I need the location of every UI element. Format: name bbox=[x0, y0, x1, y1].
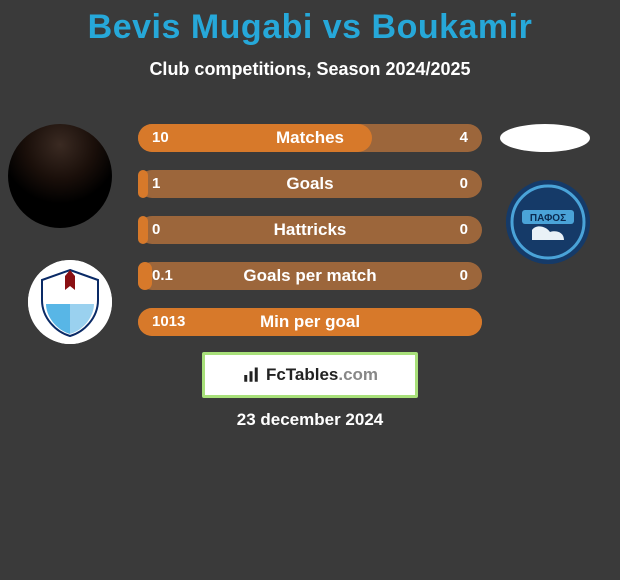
brand-name: FcTables bbox=[266, 365, 338, 384]
stats-bars: 10 Matches 4 1 Goals 0 0 Hattricks 0 0.1… bbox=[138, 124, 482, 354]
stat-label: Goals bbox=[138, 170, 482, 198]
stat-row: 0 Hattricks 0 bbox=[138, 216, 482, 244]
club-left-badge bbox=[28, 260, 112, 344]
comparison-card: Bevis Mugabi vs Boukamir Club competitio… bbox=[0, 0, 620, 580]
shield-icon bbox=[28, 260, 112, 344]
player-right-avatar bbox=[500, 124, 590, 152]
stat-right-value: 4 bbox=[460, 124, 468, 152]
stat-label: Hattricks bbox=[138, 216, 482, 244]
stat-row: 1 Goals 0 bbox=[138, 170, 482, 198]
snapshot-date: 23 december 2024 bbox=[0, 410, 620, 430]
brand-card[interactable]: FcTables.com bbox=[202, 352, 418, 398]
bar-chart-icon bbox=[242, 366, 260, 384]
page-title: Bevis Mugabi vs Boukamir bbox=[0, 0, 620, 47]
club-crest-icon: ΠΑΦΟΣ bbox=[506, 180, 590, 264]
stat-label: Matches bbox=[138, 124, 482, 152]
brand-text: FcTables.com bbox=[266, 365, 378, 385]
season-subtitle: Club competitions, Season 2024/2025 bbox=[0, 59, 620, 80]
club-right-badge: ΠΑΦΟΣ bbox=[506, 180, 590, 264]
stat-row: 0.1 Goals per match 0 bbox=[138, 262, 482, 290]
svg-text:ΠΑΦΟΣ: ΠΑΦΟΣ bbox=[530, 213, 566, 224]
stat-right-value: 0 bbox=[460, 262, 468, 290]
stat-right-value: 0 bbox=[460, 170, 468, 198]
stat-label: Min per goal bbox=[138, 308, 482, 336]
stat-row: 10 Matches 4 bbox=[138, 124, 482, 152]
player-left-avatar bbox=[8, 124, 112, 228]
stat-right-value: 0 bbox=[460, 216, 468, 244]
stat-row: 1013 Min per goal bbox=[138, 308, 482, 336]
stat-label: Goals per match bbox=[138, 262, 482, 290]
brand-suffix: .com bbox=[338, 365, 378, 384]
